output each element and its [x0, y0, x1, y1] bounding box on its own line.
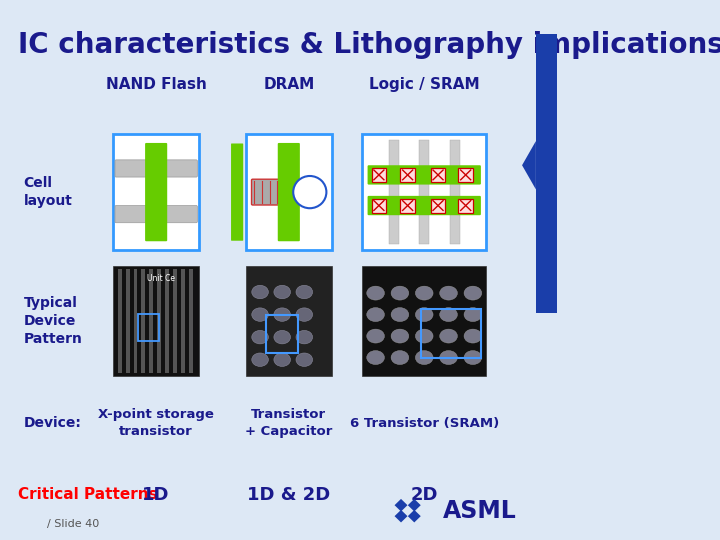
- FancyBboxPatch shape: [246, 266, 332, 376]
- Text: Logic / SRAM: Logic / SRAM: [369, 77, 480, 92]
- Text: Unit Ce: Unit Ce: [147, 274, 174, 283]
- Polygon shape: [395, 510, 408, 522]
- FancyBboxPatch shape: [113, 266, 199, 376]
- Ellipse shape: [440, 308, 457, 322]
- FancyBboxPatch shape: [368, 165, 481, 185]
- FancyBboxPatch shape: [149, 269, 153, 374]
- FancyBboxPatch shape: [251, 179, 292, 205]
- FancyBboxPatch shape: [431, 168, 445, 182]
- Circle shape: [293, 176, 326, 208]
- FancyBboxPatch shape: [419, 140, 429, 245]
- Text: Device:: Device:: [24, 416, 81, 430]
- Ellipse shape: [252, 285, 269, 299]
- FancyBboxPatch shape: [459, 168, 473, 182]
- Ellipse shape: [296, 330, 312, 344]
- Ellipse shape: [464, 350, 482, 365]
- FancyBboxPatch shape: [400, 199, 415, 213]
- Polygon shape: [395, 499, 408, 511]
- FancyBboxPatch shape: [157, 269, 161, 374]
- Text: Critical Patterns: Critical Patterns: [18, 487, 158, 502]
- Polygon shape: [408, 510, 420, 522]
- Ellipse shape: [391, 329, 409, 343]
- FancyBboxPatch shape: [372, 199, 386, 213]
- FancyBboxPatch shape: [536, 33, 557, 313]
- Text: 6 Transistor (SRAM): 6 Transistor (SRAM): [350, 416, 499, 430]
- FancyBboxPatch shape: [362, 134, 487, 250]
- FancyBboxPatch shape: [400, 168, 415, 182]
- Ellipse shape: [440, 286, 457, 300]
- FancyBboxPatch shape: [145, 143, 167, 241]
- Polygon shape: [408, 499, 420, 511]
- FancyBboxPatch shape: [189, 269, 193, 374]
- Text: 1D & 2D: 1D & 2D: [247, 485, 330, 504]
- Ellipse shape: [252, 353, 269, 367]
- Ellipse shape: [252, 330, 269, 344]
- FancyBboxPatch shape: [141, 269, 145, 374]
- Text: / Slide 40: / Slide 40: [47, 518, 99, 529]
- Ellipse shape: [274, 353, 290, 367]
- FancyBboxPatch shape: [118, 269, 122, 374]
- Ellipse shape: [415, 286, 433, 300]
- Text: Typical
Device
Pattern: Typical Device Pattern: [24, 295, 82, 347]
- Ellipse shape: [296, 353, 312, 367]
- Text: NAND Flash: NAND Flash: [106, 77, 207, 92]
- Ellipse shape: [366, 286, 384, 300]
- Ellipse shape: [296, 308, 312, 321]
- FancyBboxPatch shape: [231, 144, 243, 241]
- FancyBboxPatch shape: [362, 266, 487, 376]
- Text: 2D: 2D: [410, 485, 438, 504]
- FancyBboxPatch shape: [173, 269, 177, 374]
- Ellipse shape: [440, 350, 457, 365]
- Ellipse shape: [415, 329, 433, 343]
- FancyBboxPatch shape: [126, 269, 130, 374]
- FancyBboxPatch shape: [450, 140, 459, 245]
- Ellipse shape: [296, 285, 312, 299]
- Text: Transistor
+ Capacitor: Transistor + Capacitor: [245, 408, 333, 438]
- Text: Cell
layout: Cell layout: [24, 176, 73, 208]
- Text: DRAM: DRAM: [264, 77, 315, 92]
- FancyBboxPatch shape: [165, 269, 169, 374]
- FancyBboxPatch shape: [278, 143, 300, 241]
- Ellipse shape: [274, 285, 290, 299]
- Ellipse shape: [391, 350, 409, 365]
- FancyBboxPatch shape: [133, 269, 138, 374]
- FancyBboxPatch shape: [246, 134, 332, 250]
- FancyBboxPatch shape: [431, 199, 445, 213]
- FancyBboxPatch shape: [115, 160, 197, 177]
- FancyBboxPatch shape: [368, 196, 481, 215]
- Ellipse shape: [366, 308, 384, 322]
- Ellipse shape: [415, 350, 433, 365]
- Ellipse shape: [391, 308, 409, 322]
- FancyBboxPatch shape: [459, 199, 473, 213]
- Ellipse shape: [464, 329, 482, 343]
- Text: 1D: 1D: [143, 485, 170, 504]
- Ellipse shape: [366, 350, 384, 365]
- Ellipse shape: [415, 308, 433, 322]
- Ellipse shape: [252, 308, 269, 321]
- Ellipse shape: [366, 329, 384, 343]
- Ellipse shape: [274, 330, 290, 344]
- Text: IC characteristics & Lithography implications: IC characteristics & Lithography implica…: [18, 31, 720, 59]
- Ellipse shape: [464, 286, 482, 300]
- FancyBboxPatch shape: [389, 140, 399, 245]
- Ellipse shape: [391, 286, 409, 300]
- Ellipse shape: [274, 308, 290, 321]
- FancyBboxPatch shape: [372, 168, 386, 182]
- FancyBboxPatch shape: [113, 134, 199, 250]
- Text: X-point storage
transistor: X-point storage transistor: [98, 408, 214, 438]
- Polygon shape: [522, 141, 536, 190]
- Text: ASML: ASML: [443, 498, 516, 523]
- Ellipse shape: [464, 308, 482, 322]
- FancyBboxPatch shape: [181, 269, 185, 374]
- Ellipse shape: [440, 329, 457, 343]
- FancyBboxPatch shape: [115, 206, 197, 222]
